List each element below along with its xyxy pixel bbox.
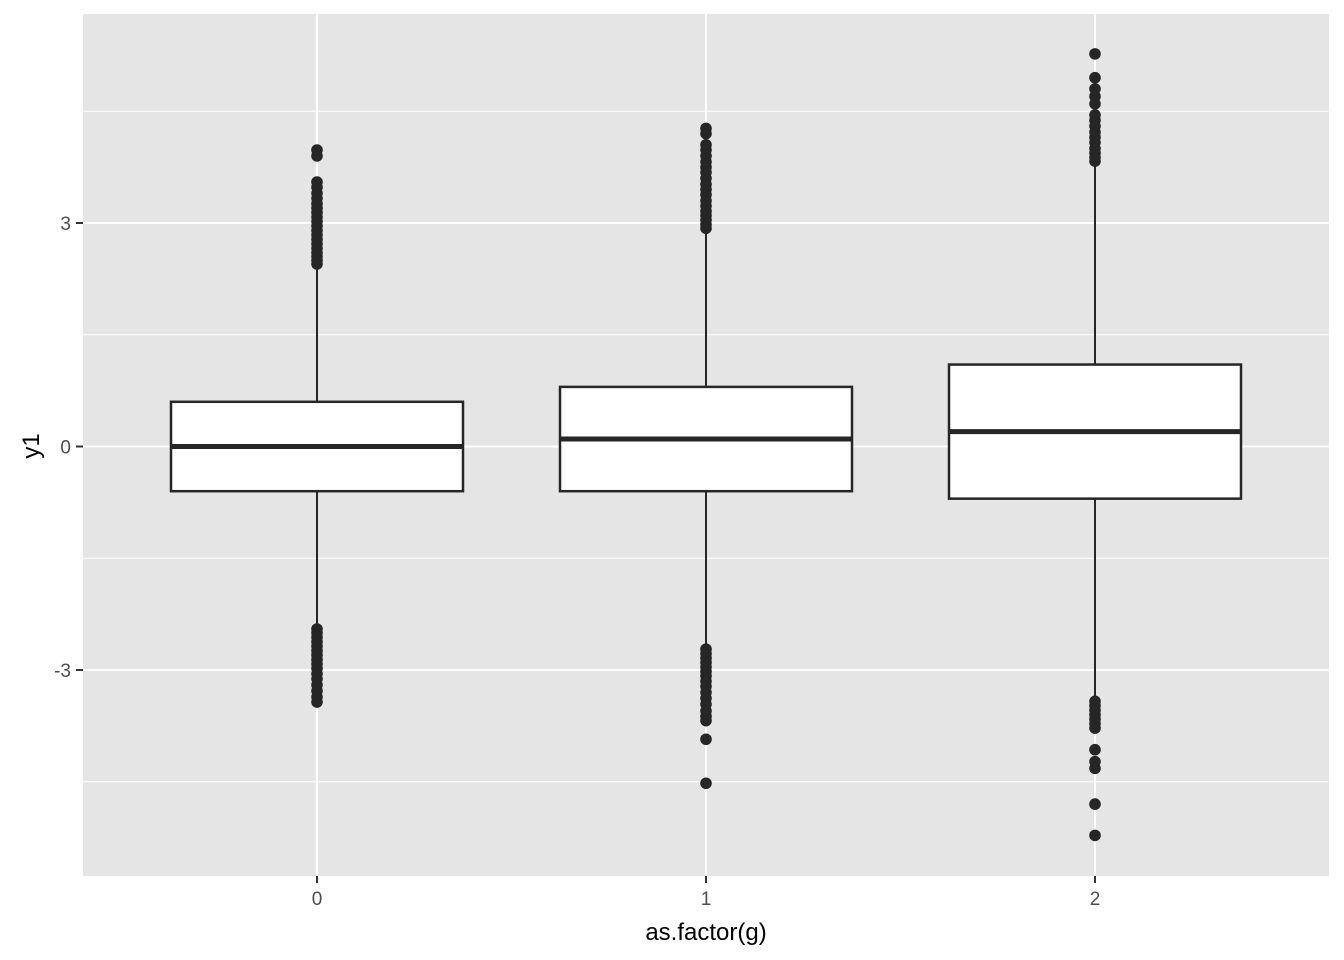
- outlier-point: [1089, 829, 1101, 842]
- outlier-point: [1089, 722, 1101, 734]
- outlier-point: [1089, 743, 1101, 756]
- outlier-point: [1089, 98, 1101, 110]
- y-tick-label: 0: [60, 438, 71, 459]
- outlier-point: [700, 733, 712, 746]
- x-axis-title: as.factor(g): [645, 919, 766, 946]
- x-tick-label: 2: [1090, 889, 1101, 910]
- outlier-point: [700, 127, 712, 140]
- outlier-point: [311, 696, 323, 708]
- x-axis: 0 1 2: [312, 876, 1101, 910]
- y-tick-label: 3: [60, 214, 71, 235]
- outlier-point: [311, 258, 323, 270]
- y-tick-label: -3: [54, 661, 71, 682]
- box-1: [558, 230, 854, 648]
- outlier-point: [1089, 71, 1101, 84]
- outlier-point: [1089, 155, 1101, 167]
- outlier-point: [311, 150, 323, 162]
- outlier-point: [1089, 48, 1101, 60]
- outlier-point: [1089, 798, 1101, 810]
- outlier-point: [1089, 762, 1101, 775]
- box-series: [169, 163, 1243, 700]
- outlier-point: [700, 714, 712, 727]
- outlier-point: [700, 222, 712, 235]
- x-tick-label: 1: [701, 889, 712, 910]
- y-axis-title: y1: [18, 433, 45, 458]
- outlier-point: [700, 777, 712, 790]
- box-2: [947, 163, 1243, 700]
- x-tick-label: 0: [312, 889, 323, 910]
- y-axis: -3 0 3: [54, 214, 83, 682]
- outlier-points: [311, 48, 1101, 842]
- box-0: [169, 267, 465, 626]
